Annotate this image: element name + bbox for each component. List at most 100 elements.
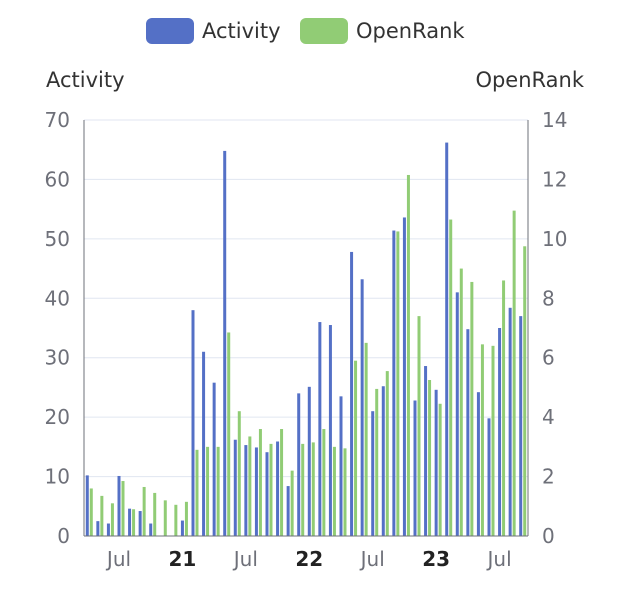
y-left-tick-label: 20	[45, 405, 70, 429]
bar-openrank	[227, 332, 231, 536]
bars	[85, 142, 527, 537]
bar-activity	[244, 445, 248, 536]
bar-openrank	[343, 448, 347, 536]
bar-openrank	[470, 281, 474, 536]
bar-openrank	[512, 210, 516, 536]
bar-openrank	[354, 360, 358, 536]
bar-openrank	[502, 280, 506, 536]
x-tick-label: 21	[169, 547, 197, 571]
bar-openrank	[132, 509, 136, 536]
bar-activity	[318, 322, 322, 536]
y-right-tick-label: 0	[542, 524, 555, 548]
bar-activity	[117, 475, 121, 536]
bar-activity	[96, 521, 100, 536]
bar-openrank	[459, 268, 463, 536]
bar-openrank	[174, 504, 178, 536]
bar-activity	[180, 520, 184, 536]
bar-activity	[339, 396, 343, 536]
bar-activity	[476, 392, 480, 536]
bar-openrank	[364, 342, 368, 536]
y-right-tick-label: 12	[542, 167, 567, 191]
bar-openrank	[290, 470, 294, 536]
bar-activity	[307, 386, 311, 536]
x-axis: Jul 21 Jul 22 Jul 23 Jul	[84, 535, 528, 571]
bar-openrank	[396, 231, 400, 536]
bar-activity	[434, 389, 438, 536]
x-tick-label: 22	[295, 547, 323, 571]
bar-openrank	[248, 436, 252, 536]
bar-openrank	[438, 403, 442, 536]
bar-openrank	[428, 380, 432, 536]
bar-activity	[498, 328, 502, 536]
bar-activity	[223, 150, 227, 536]
bar-activity	[85, 475, 89, 536]
y-right-tick-label: 10	[542, 227, 567, 251]
bar-openrank	[269, 443, 273, 536]
y-left-tick-label: 70	[45, 108, 70, 132]
bar-openrank	[216, 446, 220, 536]
bar-activity	[138, 511, 142, 536]
bar-openrank	[406, 174, 410, 536]
bar-activity	[519, 316, 523, 536]
bar-activity	[191, 310, 195, 536]
y-axis-right-title: OpenRank	[475, 68, 584, 92]
x-tick-label: 23	[422, 547, 450, 571]
bar-activity	[149, 523, 153, 536]
legend-swatch-activity[interactable]	[146, 18, 194, 44]
bar-activity	[402, 217, 406, 536]
y-right-tick-label: 8	[542, 286, 555, 310]
bar-activity	[128, 508, 132, 536]
y-left-tick-label: 60	[45, 167, 70, 191]
bar-openrank	[163, 500, 167, 536]
bar-openrank	[449, 219, 453, 537]
bar-activity	[212, 382, 216, 536]
x-tick-label: Jul	[232, 547, 258, 571]
x-tick-label: Jul	[105, 547, 131, 571]
bar-openrank	[89, 488, 93, 536]
bar-activity	[297, 393, 301, 536]
legend-label-activity[interactable]: Activity	[202, 19, 281, 43]
legend-swatch-openrank[interactable]	[300, 18, 348, 44]
bar-openrank	[258, 429, 262, 536]
bar-openrank	[142, 486, 146, 536]
y-right-tick-label: 14	[542, 108, 567, 132]
bar-activity	[328, 325, 332, 536]
bar-activity	[360, 279, 364, 536]
bar-activity	[254, 447, 258, 536]
x-tick-label: Jul	[359, 547, 385, 571]
x-tick-label: Jul	[486, 547, 512, 571]
bar-openrank	[153, 492, 157, 536]
y-axis-left-title: Activity	[46, 68, 125, 92]
legend-label-openrank[interactable]: OpenRank	[356, 19, 465, 43]
bar-activity	[508, 307, 512, 536]
bar-openrank	[110, 503, 114, 536]
bar-activity	[371, 411, 375, 536]
bar-activity	[381, 386, 385, 536]
y-left-tick-label: 30	[45, 346, 70, 370]
bar-openrank	[480, 344, 484, 536]
bar-activity	[466, 329, 470, 536]
bar-openrank	[184, 501, 188, 536]
bar-openrank	[206, 446, 210, 536]
bar-activity	[276, 441, 280, 536]
bar-openrank	[523, 246, 527, 537]
y-axis-right: OpenRank 0 2 4 6 8 10 12 14	[475, 68, 584, 548]
bar-openrank	[417, 316, 421, 536]
bar-openrank	[322, 429, 326, 536]
y-left-tick-label: 10	[45, 465, 70, 489]
bar-activity	[350, 251, 354, 536]
bar-activity	[392, 230, 396, 536]
legend[interactable]: Activity OpenRank	[146, 18, 465, 44]
y-left-tick-label: 40	[45, 286, 70, 310]
bar-activity	[286, 486, 290, 536]
bar-openrank	[332, 446, 336, 536]
bar-openrank	[121, 481, 125, 536]
bar-activity	[487, 418, 491, 536]
y-left-tick-label: 0	[57, 524, 70, 548]
bar-openrank	[195, 449, 199, 536]
bar-openrank	[491, 345, 495, 536]
bar-openrank	[301, 443, 305, 536]
y-right-tick-label: 2	[542, 465, 555, 489]
y-right-tick-label: 4	[542, 405, 555, 429]
